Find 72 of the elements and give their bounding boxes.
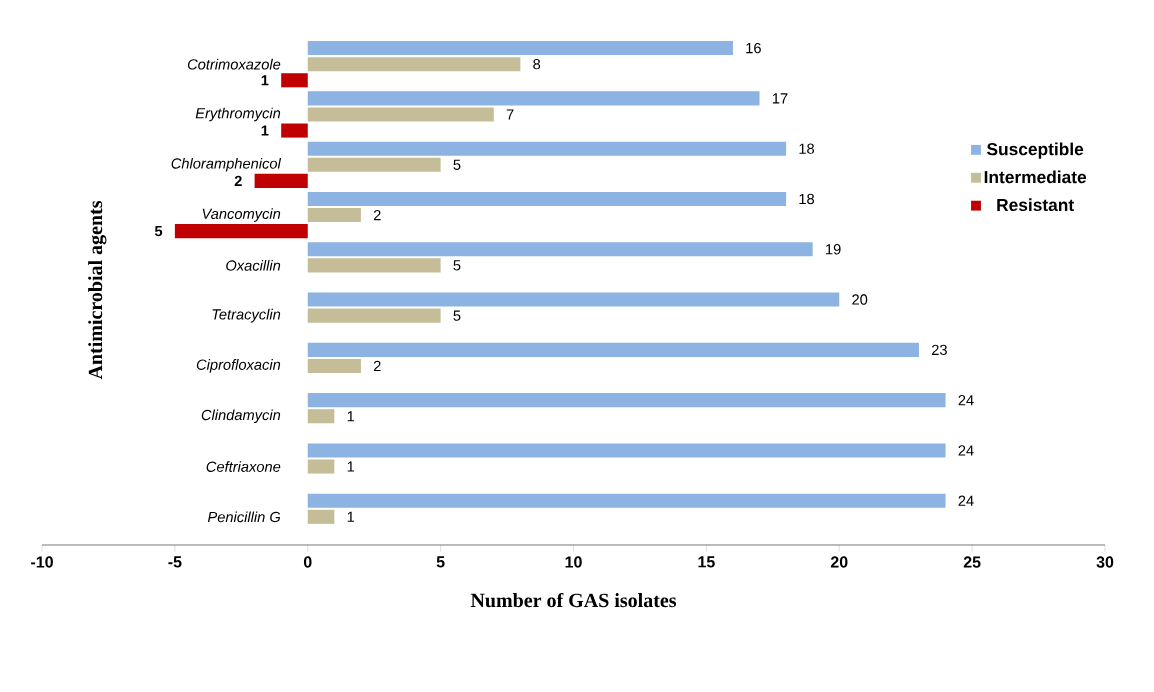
legend-label: Resistant	[997, 198, 1074, 212]
data-label: 16	[746, 42, 761, 54]
data-label: 18	[799, 193, 815, 205]
data-label: 8	[533, 58, 541, 70]
data-label: 24	[958, 445, 974, 456]
bar	[307, 358, 361, 373]
bar	[307, 308, 441, 323]
legend-label: Susceptible	[986, 142, 1084, 159]
bar	[307, 393, 946, 408]
bar	[307, 191, 787, 206]
y-tick-label: Tetracyclin	[212, 308, 281, 323]
y-tick-label: Ciprofloxacin	[196, 359, 281, 373]
x-tick-label: 20	[830, 556, 848, 568]
data-label: 1	[347, 511, 355, 522]
y-tick-label: Erythromycin	[195, 107, 281, 122]
y-tick-label: Penicillin G	[207, 511, 281, 523]
bar	[307, 509, 335, 524]
bar	[307, 292, 840, 307]
data-label: 5	[453, 310, 461, 321]
bar	[307, 242, 813, 257]
x-tick-label: 30	[1096, 556, 1114, 568]
data-label: 2	[234, 175, 242, 186]
bar	[307, 91, 760, 106]
bar	[307, 258, 441, 273]
data-label: 18	[799, 143, 815, 154]
bar	[307, 342, 919, 357]
data-label: 1	[261, 75, 269, 86]
data-label: 2	[373, 360, 381, 372]
y-tick-label: Cotrimoxazole	[187, 58, 281, 70]
data-label: 17	[772, 93, 788, 104]
x-tick-label: 25	[963, 556, 981, 568]
y-axis-title: Antimicrobial agents	[88, 200, 107, 380]
bar	[307, 409, 335, 424]
x-tick-label: -5	[168, 556, 182, 568]
data-label: 1	[261, 125, 269, 136]
bar	[254, 173, 308, 188]
x-tick-label: 10	[565, 556, 582, 568]
bar	[307, 157, 441, 172]
x-axis-title: Number of GAS isolates	[470, 592, 677, 608]
data-label: 19	[826, 244, 841, 255]
y-tick-label: Vancomycin	[202, 208, 281, 222]
y-tick-label: Oxacillin	[226, 259, 281, 271]
bar	[307, 493, 946, 508]
data-label: 5	[154, 226, 163, 237]
legend-label: Intermediate	[984, 170, 1087, 184]
bar	[307, 107, 494, 122]
data-label: 24	[958, 495, 974, 506]
bar	[307, 41, 733, 56]
data-label: 2	[373, 209, 381, 221]
data-label: 20	[852, 294, 868, 305]
y-tick-label: Ceftriaxone	[206, 461, 281, 472]
x-tick-label: 15	[698, 556, 715, 568]
y-tick-label: Chloramphenicol	[171, 157, 282, 172]
y-tick-label: Clindamycin	[201, 409, 281, 424]
bar	[307, 141, 787, 156]
data-label: 5	[453, 159, 461, 170]
bar	[281, 123, 308, 138]
x-tick-label: -10	[31, 556, 53, 568]
bar	[174, 224, 308, 239]
bar	[307, 57, 521, 72]
data-label: 23	[931, 344, 947, 356]
bar	[307, 443, 946, 458]
data-label: 24	[958, 395, 974, 406]
x-tick-label: 0	[303, 556, 312, 568]
bar	[307, 459, 335, 474]
data-label: 5	[453, 260, 461, 271]
data-label: 1	[347, 461, 355, 472]
data-label: 1	[347, 411, 355, 422]
bar	[307, 208, 361, 223]
bar	[281, 73, 308, 88]
data-label: 7	[506, 109, 514, 120]
x-tick-label: 5	[436, 556, 445, 568]
